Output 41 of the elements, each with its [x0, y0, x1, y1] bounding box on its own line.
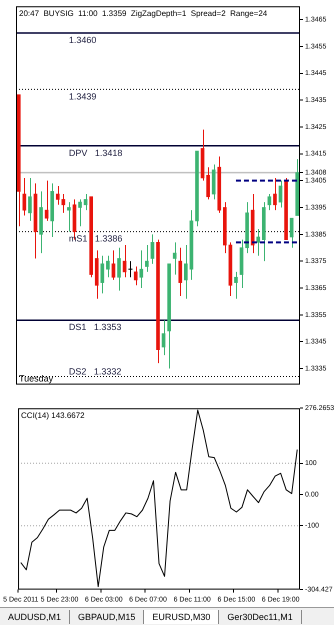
text: GBPAUD,M15	[70, 610, 144, 624]
candlestick	[84, 194, 88, 211]
candlestick	[150, 234, 154, 264]
candlestick	[122, 244, 126, 278]
ref-line-label: DPV 1.3418	[68, 148, 122, 158]
candlestick	[106, 255, 110, 278]
candlestick	[139, 250, 144, 288]
candlestick	[278, 180, 282, 208]
candlestick	[178, 247, 182, 297]
candlestick	[117, 247, 121, 292]
candlestick	[206, 166, 210, 200]
text: EURUSD,M30	[144, 610, 220, 624]
ref-line-label: DS1 1.3353	[68, 322, 122, 332]
candlestick	[44, 180, 48, 222]
candlestick	[67, 202, 71, 232]
candlestick	[62, 194, 66, 214]
candlestick	[290, 218, 294, 248]
candlestick	[100, 255, 104, 294]
chart-title: CCI(14) 143.6672	[21, 411, 86, 420]
candlestick	[268, 194, 272, 211]
candlestick	[78, 198, 82, 227]
annotation: Tuesday	[19, 374, 54, 384]
chart-title: 20:47 BUYSIG 11:00 1.3359 ZigZagDepth=1 Spread=2 Range=24	[19, 9, 268, 18]
candlestick	[56, 186, 60, 206]
candlestick	[256, 228, 260, 256]
candlestick	[273, 177, 277, 211]
ref-line-label: 1.3460	[68, 35, 96, 46]
candlestick	[162, 320, 166, 356]
candlestick	[234, 271, 238, 300]
ref-line-label: 1.3439	[68, 91, 96, 102]
text: AUDUSD,M1	[0, 610, 70, 624]
ref-line-label: mS1 1.3386	[68, 234, 122, 244]
text: Ger30Dec11,M1	[219, 610, 302, 624]
candlestick	[22, 177, 26, 216]
candlestick	[172, 242, 177, 276]
candlestick	[184, 244, 188, 300]
ref-line-label: DS2 1.3332	[68, 366, 122, 377]
candlestick	[28, 177, 32, 222]
candlestick	[134, 266, 138, 286]
candlestick	[112, 250, 116, 280]
candlestick	[145, 244, 149, 272]
